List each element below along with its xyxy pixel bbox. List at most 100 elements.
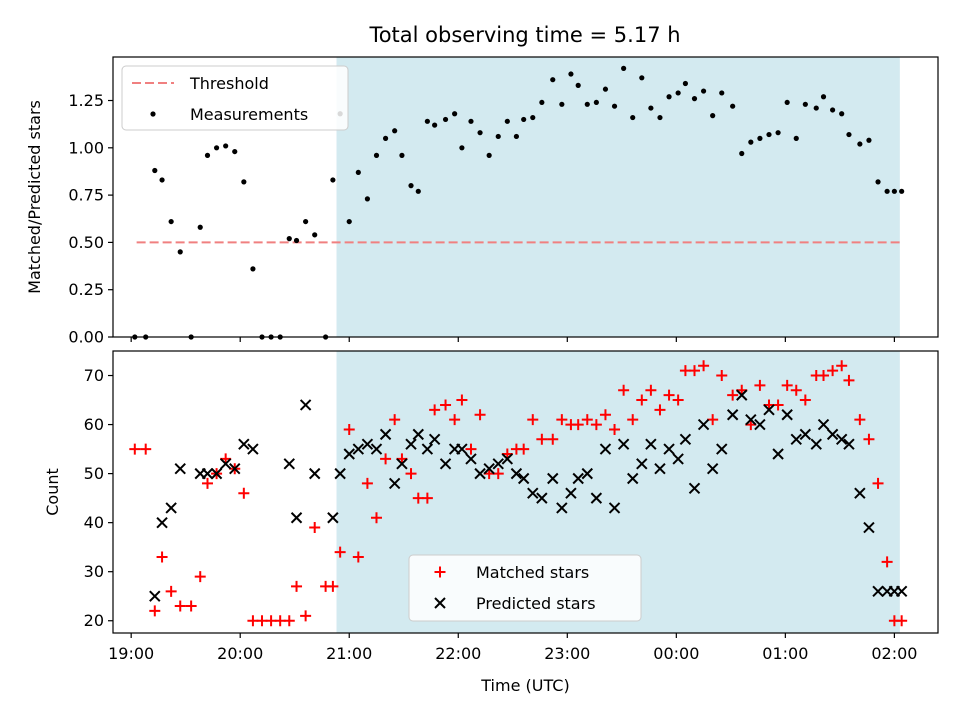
- predicted-star-point: [290, 512, 303, 524]
- measurement-point: [355, 169, 361, 176]
- predicted-star-point: [527, 487, 539, 499]
- predicted-star-point: [510, 467, 523, 480]
- predicted-star-point: [483, 462, 495, 475]
- matched-star-point: [881, 556, 893, 568]
- matched-star-point: [536, 433, 548, 445]
- matched-star-point: [781, 379, 793, 391]
- matched-star-point: [790, 384, 802, 396]
- matched-star-point: [165, 585, 177, 597]
- measurement-point: [857, 141, 863, 147]
- legend-top: Threshold Measurements: [121, 65, 349, 131]
- measurement-point: [630, 114, 636, 121]
- measurement-point: [648, 105, 654, 111]
- matched-star-point: [799, 394, 811, 406]
- predicted-star-point: [599, 443, 612, 455]
- y-tick-label: 60: [84, 415, 104, 434]
- measurement-point: [213, 145, 220, 151]
- predicted-star-point: [726, 409, 739, 421]
- measurement-point: [539, 99, 545, 106]
- measurement-point: [839, 111, 845, 117]
- matched-star-point: [291, 580, 303, 592]
- matched-star-point: [456, 394, 468, 406]
- measurement-point: [757, 135, 763, 141]
- observing-window-shade: [336, 57, 900, 337]
- predicted-star-point: [421, 443, 434, 455]
- measurement-point: [691, 96, 698, 102]
- matched-star-point: [627, 414, 639, 426]
- predicted-star-point: [299, 399, 312, 411]
- matched-star-point: [405, 468, 417, 480]
- matched-star-point: [527, 414, 539, 426]
- series-matched-stars: [129, 360, 908, 627]
- matched-star-point: [149, 605, 161, 617]
- measurement-point: [152, 167, 158, 174]
- predicted-star-point: [895, 585, 908, 598]
- measurement-point: [408, 183, 414, 189]
- predicted-star-point: [645, 438, 657, 450]
- matched-star-point: [309, 522, 321, 534]
- measurement-point: [748, 139, 754, 145]
- matched-star-point: [727, 389, 739, 401]
- predicted-star-point: [456, 443, 468, 455]
- predicted-star-point: [156, 516, 168, 529]
- predicted-star-point: [396, 458, 408, 470]
- matched-star-point: [698, 360, 710, 372]
- measurement-point: [364, 196, 371, 202]
- predicted-star-point: [799, 428, 812, 441]
- measurement-point: [593, 99, 599, 106]
- predicted-star-point: [238, 438, 250, 450]
- predicted-star-point: [627, 472, 639, 485]
- measurement-point: [675, 90, 681, 96]
- matched-star-point: [863, 433, 875, 445]
- matched-star-point: [465, 443, 477, 455]
- measurement-point: [575, 82, 581, 88]
- measurement-point: [241, 179, 247, 185]
- matched-star-point: [343, 423, 355, 435]
- y-tick-label: 1.25: [68, 91, 104, 110]
- measurement-point: [891, 188, 897, 194]
- legend-matched-swatch: [434, 566, 446, 578]
- predicted-star-point: [379, 428, 392, 441]
- x-tick-label: 23:00: [544, 644, 590, 663]
- predicted-star-point: [428, 433, 441, 445]
- matched-star-point: [843, 374, 855, 386]
- measurement-point: [452, 111, 458, 117]
- predicted-star-point: [688, 482, 701, 495]
- measurement-point: [346, 218, 352, 225]
- measurement-point: [232, 148, 238, 155]
- matched-star-point: [688, 365, 700, 377]
- x-tick-label: 01:00: [762, 644, 808, 663]
- measurement-point: [830, 107, 836, 113]
- y-axis-label: Count: [43, 468, 62, 516]
- predicted-star-point: [465, 453, 477, 465]
- y-tick-label: 20: [84, 611, 104, 630]
- measurement-point: [682, 80, 689, 87]
- predicted-star-point: [654, 462, 666, 475]
- matched-star-point: [599, 409, 611, 421]
- matched-star-point: [707, 414, 719, 426]
- matched-star-point: [518, 443, 530, 455]
- predicted-star-point: [501, 453, 514, 465]
- predicted-star-point: [663, 443, 675, 455]
- matched-star-point: [352, 551, 364, 563]
- predicted-star-point: [283, 458, 295, 470]
- predicted-star-point: [781, 409, 793, 421]
- matched-star-point: [421, 492, 433, 504]
- measurement-point: [584, 101, 590, 107]
- matched-star-point: [590, 419, 602, 431]
- series-measurements: [132, 65, 905, 340]
- measurement-point: [739, 150, 745, 157]
- measurement-point: [846, 131, 852, 138]
- predicted-star-point: [745, 413, 757, 426]
- matched-star-point: [370, 512, 382, 524]
- predicted-star-point: [536, 492, 548, 504]
- matched-star-point: [201, 477, 213, 489]
- matched-star-point: [772, 399, 784, 411]
- matched-star-point: [156, 551, 168, 563]
- matched-star-point: [129, 443, 141, 455]
- measurement-point: [312, 232, 318, 238]
- y-tick-label: 0.50: [68, 233, 104, 252]
- measurement-point: [866, 137, 872, 143]
- measurement-point: [513, 133, 520, 140]
- predicted-star-point: [370, 443, 383, 455]
